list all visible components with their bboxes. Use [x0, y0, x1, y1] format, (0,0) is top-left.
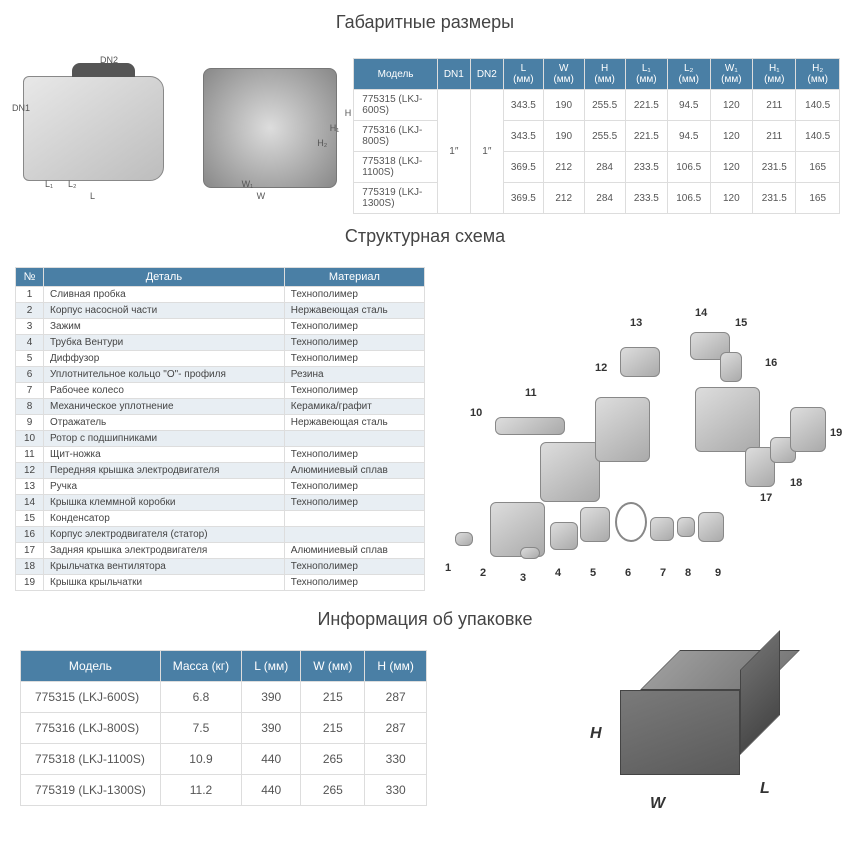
table-row: 775319 (LKJ-1300S)369.5212284233.5106.51…	[354, 183, 840, 214]
table-header: W₁ (мм)	[710, 59, 753, 90]
table-row: 775318 (LKJ-1100S)369.5212284233.5106.51…	[354, 152, 840, 183]
dimensions-table: МодельDN1DN2L (мм)W (мм)H (мм)L₁ (мм)L₂ …	[353, 58, 840, 214]
table-row: 17Задняя крышка электродвигателяАлюминие…	[16, 543, 425, 559]
exploded-part-label: 11	[525, 387, 537, 399]
table-header: H₁ (мм)	[753, 59, 796, 90]
table-row: 8Механическое уплотнениеКерамика/графит	[16, 399, 425, 415]
table-row: 775316 (LKJ-800S)343.5190255.5221.594.51…	[354, 121, 840, 152]
table-header: Модель	[21, 651, 161, 682]
exploded-part-label: 3	[520, 572, 526, 584]
table-row: 18Крыльчатка вентилятораТехнополимер	[16, 559, 425, 575]
table-header: L₁ (мм)	[625, 59, 667, 90]
table-row: 775315 (LKJ-600S)6.8390215287	[21, 682, 427, 713]
exploded-part-label: 7	[660, 567, 666, 579]
table-header: №	[16, 268, 44, 287]
exploded-part-label: 17	[760, 492, 772, 504]
exploded-part-label: 15	[735, 317, 747, 329]
exploded-part-label: 12	[595, 362, 607, 374]
box-label-l: L	[760, 780, 770, 798]
table-row: 9ОтражательНержавеющая сталь	[16, 415, 425, 431]
table-header: L (мм)	[242, 651, 301, 682]
table-row: 1Сливная пробкаТехнополимер	[16, 287, 425, 303]
table-row: 7Рабочее колесоТехнополимер	[16, 383, 425, 399]
exploded-part-label: 13	[630, 317, 642, 329]
package-box-diagram: H W L	[560, 660, 820, 840]
table-row: 19Крышка крыльчаткиТехнополимер	[16, 575, 425, 591]
table-row: 12Передняя крышка электродвигателяАлюмин…	[16, 463, 425, 479]
exploded-part-label: 5	[590, 567, 596, 579]
exploded-part-label: 10	[470, 407, 482, 419]
table-header: Материал	[284, 268, 424, 287]
table-header: Модель	[354, 59, 438, 90]
table-header: Масса (кг)	[160, 651, 241, 682]
packaging-title: Информация об упаковке	[0, 609, 850, 630]
table-row: 775318 (LKJ-1100S)10.9440265330	[21, 744, 427, 775]
table-row: 15Конденсатор	[16, 511, 425, 527]
structure-title: Структурная схема	[0, 226, 850, 247]
table-row: 11Щит-ножкаТехнополимер	[16, 447, 425, 463]
table-row: 6Уплотнительное кольцо "О"- профиляРезин…	[16, 367, 425, 383]
pump-dimension-diagram: DN1 DN2 L L₁ L₂ H H₁ H₂ W W₁	[10, 53, 353, 203]
exploded-part-label: 16	[765, 357, 777, 369]
table-header: L₂ (мм)	[667, 59, 710, 90]
table-header: DN2	[470, 59, 503, 90]
exploded-part-label: 9	[715, 567, 721, 579]
table-row: 14Крышка клеммной коробкиТехнополимер	[16, 495, 425, 511]
packaging-table: МодельМасса (кг)L (мм)W (мм)H (мм) 77531…	[20, 650, 427, 806]
table-row: 13РучкаТехнополимер	[16, 479, 425, 495]
exploded-part-label: 19	[830, 427, 842, 439]
exploded-view-diagram: 12345678910111213141516171819	[435, 267, 840, 597]
exploded-part-label: 14	[695, 307, 707, 319]
table-header: W (мм)	[543, 59, 584, 90]
dimensions-title: Габаритные размеры	[0, 12, 850, 33]
table-header: Деталь	[44, 268, 285, 287]
table-row: 16Корпус электродвигателя (статор)	[16, 527, 425, 543]
table-row: 2Корпус насосной частиНержавеющая сталь	[16, 303, 425, 319]
table-row: 775316 (LKJ-800S)7.5390215287	[21, 713, 427, 744]
exploded-part-label: 18	[790, 477, 802, 489]
table-row: 4Трубка ВентуриТехнополимер	[16, 335, 425, 351]
table-row: 3ЗажимТехнополимер	[16, 319, 425, 335]
box-label-h: H	[590, 725, 602, 743]
table-row: 5ДиффузорТехнополимер	[16, 351, 425, 367]
exploded-part-label: 8	[685, 567, 691, 579]
table-row: 10Ротор с подшипниками	[16, 431, 425, 447]
box-label-w: W	[650, 795, 665, 813]
table-header: H₂ (мм)	[796, 59, 840, 90]
table-header: DN1	[437, 59, 470, 90]
exploded-part-label: 1	[445, 562, 451, 574]
table-header: W (мм)	[301, 651, 365, 682]
table-row: 775315 (LKJ-600S)1″1″343.5190255.5221.59…	[354, 90, 840, 121]
table-row: 775319 (LKJ-1300S)11.2440265330	[21, 775, 427, 806]
exploded-part-label: 6	[625, 567, 631, 579]
table-header: H (мм)	[365, 651, 427, 682]
table-header: L (мм)	[503, 59, 543, 90]
parts-table: №ДетальМатериал 1Сливная пробкаТехнополи…	[15, 267, 425, 591]
exploded-part-label: 2	[480, 567, 486, 579]
table-header: H (мм)	[584, 59, 625, 90]
exploded-part-label: 4	[555, 567, 561, 579]
